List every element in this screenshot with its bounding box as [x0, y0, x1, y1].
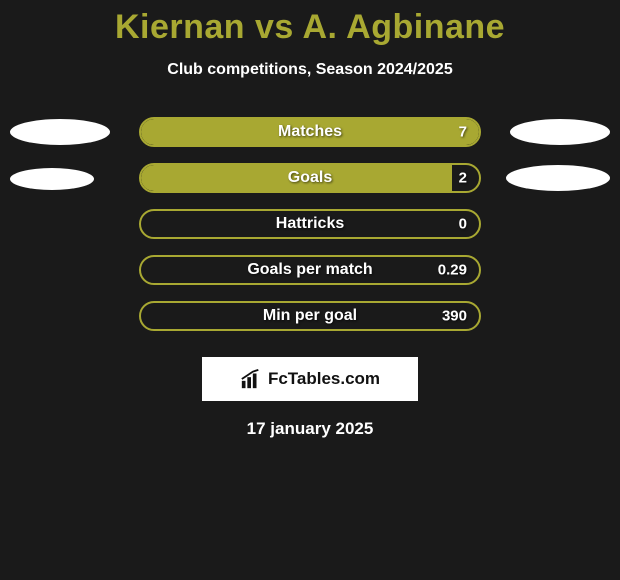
brand-logo-text: FcTables.com	[268, 369, 380, 389]
stat-label: Goals per match	[247, 261, 372, 279]
stat-value: 0.29	[438, 262, 467, 279]
stat-row: Goals per match 0.29	[0, 247, 620, 293]
stat-row: Min per goal 390	[0, 293, 620, 339]
brand-logo: FcTables.com	[202, 357, 418, 401]
stat-bar: Goals 2	[139, 163, 481, 193]
oval-decoration-left	[10, 168, 94, 190]
stat-bar: Matches 7	[139, 117, 481, 147]
stats-list: Matches 7 Goals 2 Hattricks 0 Goals per match 0…	[0, 109, 620, 339]
stat-label: Hattricks	[276, 215, 344, 233]
page-title: Kiernan vs A. Agbinane	[0, 8, 620, 47]
oval-decoration-left	[10, 119, 110, 145]
stat-value: 2	[459, 170, 467, 187]
oval-decoration-right	[510, 119, 610, 145]
oval-decoration-right	[506, 165, 610, 191]
stat-label: Min per goal	[263, 307, 357, 325]
stat-label: Matches	[278, 123, 342, 141]
date-label: 17 january 2025	[0, 419, 620, 439]
stat-value: 390	[442, 308, 467, 325]
stat-value: 0	[459, 216, 467, 233]
stat-row: Matches 7	[0, 109, 620, 155]
stat-bar: Hattricks 0	[139, 209, 481, 239]
stat-bar: Goals per match 0.29	[139, 255, 481, 285]
stat-label: Goals	[288, 169, 332, 187]
stat-value: 7	[459, 124, 467, 141]
stat-row: Goals 2	[0, 155, 620, 201]
subtitle: Club competitions, Season 2024/2025	[0, 61, 620, 79]
bar-chart-icon	[240, 368, 262, 390]
stat-row: Hattricks 0	[0, 201, 620, 247]
stat-bar: Min per goal 390	[139, 301, 481, 331]
